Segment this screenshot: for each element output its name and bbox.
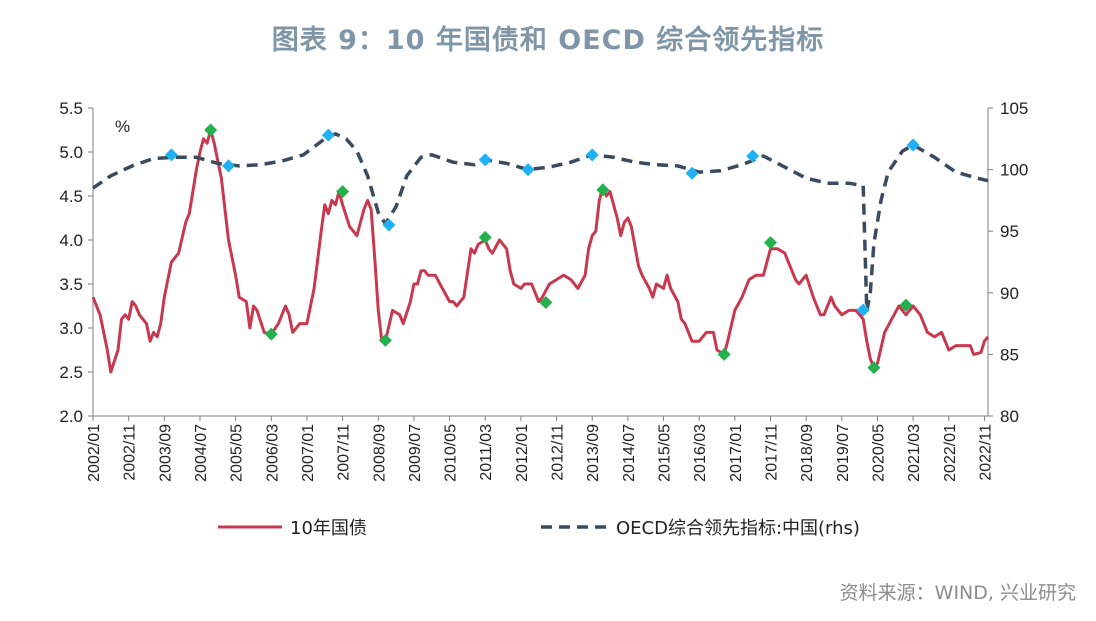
source-note: 资料来源：WIND, 兴业研究 xyxy=(839,582,1076,604)
oecd-marker xyxy=(585,148,599,162)
legend-label-oecd: OECD综合领先指标:中国(rhs) xyxy=(616,518,860,539)
bond-yield-marker xyxy=(763,236,777,250)
x-tick-label: 2009/07 xyxy=(407,424,424,482)
left-tick-label: 2.5 xyxy=(59,363,83,382)
x-tick-label: 2003/09 xyxy=(157,424,174,482)
right-tick-label: 95 xyxy=(1000,222,1019,241)
left-tick-label: 4.5 xyxy=(59,187,83,206)
x-tick-label: 2012/01 xyxy=(514,424,531,482)
left-tick-label: 2.0 xyxy=(59,407,83,426)
left-tick-label: 3.0 xyxy=(59,319,83,338)
bond-yield-marker xyxy=(899,298,913,312)
x-tick-label: 2014/07 xyxy=(621,424,638,482)
x-tick-label: 2006/03 xyxy=(264,424,281,482)
bond-yield-marker xyxy=(478,230,492,244)
x-tick-label: 2004/07 xyxy=(193,424,210,482)
x-tick-label: 2016/03 xyxy=(692,424,709,482)
right-tick-label: 80 xyxy=(1000,407,1019,426)
bond-yield-marker xyxy=(264,327,278,341)
series-group xyxy=(91,128,990,374)
bond-yield-marker xyxy=(539,295,553,309)
x-tick-label: 2007/01 xyxy=(300,424,317,482)
left-tick-label: 5.0 xyxy=(59,143,83,162)
oecd-marker xyxy=(906,138,920,152)
right-tick-label: 85 xyxy=(1000,345,1019,364)
oecd-marker xyxy=(164,148,178,162)
bond-yield-marker xyxy=(204,123,218,137)
oecd-series-line xyxy=(92,132,989,314)
axis-labels-group: 2.0 2.5 3.0 3.5 4.0 4.5 5.0 5.5 80 85 90 95 100 105% 2… xyxy=(59,99,1028,482)
bond-yield-marker xyxy=(596,183,610,197)
x-tick-label: 2020/05 xyxy=(870,424,887,482)
x-tick-label: 2021/03 xyxy=(906,424,923,482)
x-tick-label: 2015/05 xyxy=(657,424,674,482)
oecd-marker xyxy=(746,149,760,163)
x-tick-label: 2012/11 xyxy=(550,424,567,481)
bond-yield-series-line xyxy=(91,128,990,374)
bond-yield-marker xyxy=(717,347,731,361)
oecd-marker xyxy=(221,159,235,173)
x-tick-label: 2008/09 xyxy=(371,424,388,482)
legend-label-bond-yield: 10年国债 xyxy=(290,518,367,539)
x-tick-label: 2002/01 xyxy=(86,424,103,482)
axes-group xyxy=(88,107,993,421)
legend: 10年国债 OECD综合领先指标:中国(rhs) xyxy=(218,518,860,539)
chart-title: 图表 9：10 年国债和 OECD 综合领先指标 xyxy=(271,25,825,56)
right-tick-label: 100 xyxy=(1000,161,1028,180)
x-tick-label: 2017/11 xyxy=(763,424,780,481)
bond-yield-marker xyxy=(867,361,881,375)
right-tick-label: 90 xyxy=(1000,284,1019,303)
oecd-marker xyxy=(856,303,870,317)
x-tick-label: 2007/11 xyxy=(336,424,353,481)
oecd-marker xyxy=(521,163,535,177)
x-tick-label: 2013/09 xyxy=(585,424,602,482)
right-tick-label: 105 xyxy=(1000,99,1028,118)
bond-yield-marker xyxy=(336,185,350,199)
left-tick-label: 5.5 xyxy=(59,99,83,118)
x-tick-label: 2010/05 xyxy=(443,424,460,482)
oecd-marker xyxy=(321,128,335,142)
bond-yield-marker xyxy=(378,333,392,347)
x-tick-label: 2017/01 xyxy=(728,424,745,482)
x-tick-label: 2022/01 xyxy=(942,424,959,482)
oecd-marker xyxy=(685,166,699,180)
x-tick-label: 2022/11 xyxy=(977,424,994,481)
markers-group xyxy=(164,123,920,375)
x-tick-label: 2002/11 xyxy=(122,424,139,481)
oecd-marker xyxy=(382,218,396,232)
oecd-marker xyxy=(478,153,492,167)
x-tick-label: 2018/09 xyxy=(799,424,816,482)
left-axis-unit: % xyxy=(115,117,130,136)
left-tick-label: 3.5 xyxy=(59,275,83,294)
x-tick-label: 2005/05 xyxy=(229,424,246,482)
x-tick-label: 2019/07 xyxy=(835,424,852,482)
x-tick-label: 2011/03 xyxy=(478,424,495,481)
left-tick-label: 4.0 xyxy=(59,231,83,250)
